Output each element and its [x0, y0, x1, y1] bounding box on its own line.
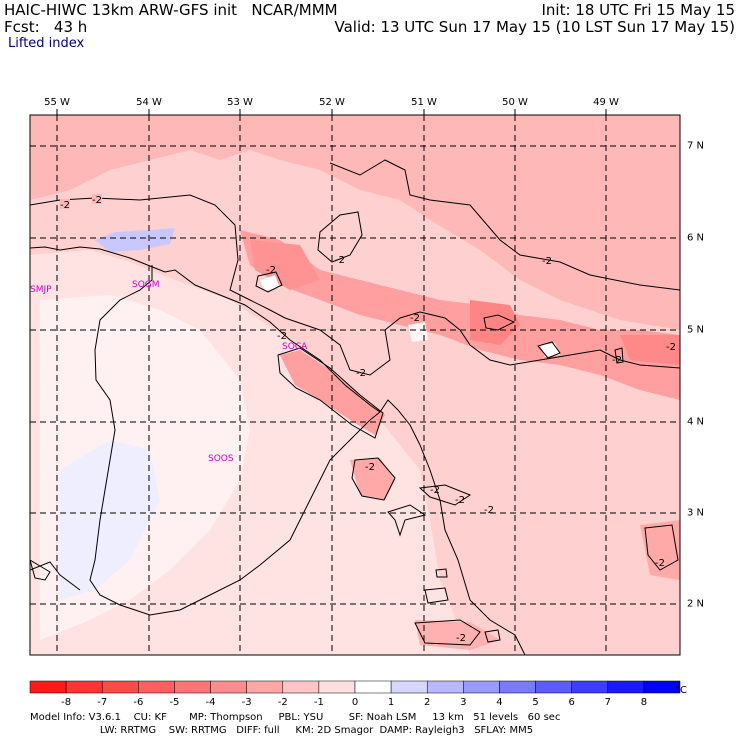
colorbar-labels: -8 -7 -6 -5 -4 -3 -2 -1 0 1 2 3 4 5 6 7 8 °C — [0, 685, 740, 709]
contour-label: -2 — [277, 331, 287, 342]
colorbar-tick-label: -8 — [61, 697, 72, 708]
colorbar-tick-label: -4 — [205, 697, 216, 708]
colorbar-swatch — [174, 680, 211, 694]
station-label: SOOS — [208, 454, 234, 464]
colorbar-tick-label: 4 — [496, 697, 503, 708]
colorbar-swatch — [390, 680, 428, 694]
model-title: HAIC-HIWC 13km ARW-GFS init NCAR/MMM — [4, 1, 338, 19]
colorbar-swatch — [29, 680, 67, 694]
lon-label: 55 W — [44, 97, 70, 108]
lon-label: 50 W — [502, 97, 528, 108]
lat-label: 4 N — [687, 416, 705, 428]
lon-label: 49 W — [593, 97, 619, 108]
contour-label: -2 — [410, 313, 420, 324]
lat-label: 3 N — [687, 507, 705, 519]
contour-label: -2 — [92, 195, 102, 206]
contour-label: -2 — [484, 505, 494, 516]
contour-label: -2 — [430, 485, 440, 496]
forecast-hour: Fcst: 43 h — [4, 18, 88, 36]
contour-label: -2 — [365, 462, 375, 473]
colorbar-swatch — [138, 680, 175, 694]
colorbar-swatch — [499, 680, 536, 694]
lon-label: 52 W — [319, 97, 345, 108]
model-info-line1: Model Info: V3.6.1 CU: KF MP: Thompson P… — [30, 712, 561, 723]
contour-label: -2 — [666, 342, 676, 353]
lon-label: 54 W — [136, 97, 162, 108]
colorbar-swatch — [210, 680, 247, 694]
colorbar-tick-label: -6 — [133, 697, 144, 708]
colorbar-swatch — [463, 680, 500, 694]
colorbar-swatch — [571, 680, 609, 694]
colorbar-tick-label: -5 — [169, 697, 180, 708]
colorbar-tick-label: 5 — [532, 697, 539, 708]
colorbar-tick-label: 3 — [460, 697, 467, 708]
lat-label: 7 N — [687, 140, 705, 152]
contour-label: -2 — [612, 355, 622, 366]
contour-label: -2 — [455, 495, 465, 506]
valid-time: Valid: 13 UTC Sun 17 May 15 (10 LST Sun … — [334, 18, 735, 36]
contour-label: -2 — [335, 255, 345, 266]
colorbar-tick-label: -7 — [97, 697, 108, 708]
colorbar-swatch — [65, 680, 103, 694]
station-label: SOGM — [132, 280, 160, 290]
colorbar-tick-label: -1 — [313, 697, 324, 708]
lon-label: 53 W — [227, 97, 253, 108]
lon-label: 51 W — [411, 97, 437, 108]
station-label: SMJP — [30, 285, 52, 295]
colorbar-tick-label: -3 — [241, 697, 252, 708]
contour-label: -2 — [542, 256, 552, 267]
colorbar-swatch — [101, 680, 139, 694]
station-label: SOCA — [282, 342, 308, 352]
contour-label: -2 — [655, 558, 665, 569]
colorbar-tick-label: 8 — [640, 697, 648, 708]
colorbar-swatch — [607, 680, 645, 694]
lat-label: 6 N — [687, 232, 705, 244]
colorbar — [29, 680, 681, 694]
colorbar-tick-label: 2 — [424, 697, 431, 708]
colorbar-unit: °C — [675, 685, 687, 696]
contour-label: -2 — [456, 633, 466, 644]
model-info-line2: LW: RRTMG SW: RRTMG DIFF: full KM: 2D Sm… — [30, 725, 534, 736]
colorbar-swatch — [426, 680, 464, 694]
colorbar-tick-label: 0 — [351, 697, 359, 708]
colorbar-tick-label: 1 — [387, 697, 395, 708]
contour-label: -2 — [60, 200, 70, 211]
contour-label: -2 — [266, 265, 276, 276]
colorbar-swatch — [246, 680, 284, 694]
colorbar-tick-label: 6 — [568, 697, 575, 708]
colorbar-swatch — [354, 680, 392, 694]
colorbar-tick-label: 7 — [604, 697, 611, 708]
init-time: Init: 18 UTC Fri 15 May 15 — [541, 1, 735, 19]
colorbar-swatch — [643, 680, 681, 694]
colorbar-tick-label: -2 — [277, 697, 288, 708]
field-name: Lifted index — [8, 36, 85, 51]
contour-label: -2 — [356, 368, 366, 379]
lat-label: 2 N — [687, 598, 705, 610]
lat-label: 5 N — [687, 324, 705, 336]
colorbar-swatch — [535, 680, 572, 694]
colorbar-swatch — [282, 680, 320, 694]
colorbar-swatch — [318, 680, 356, 694]
